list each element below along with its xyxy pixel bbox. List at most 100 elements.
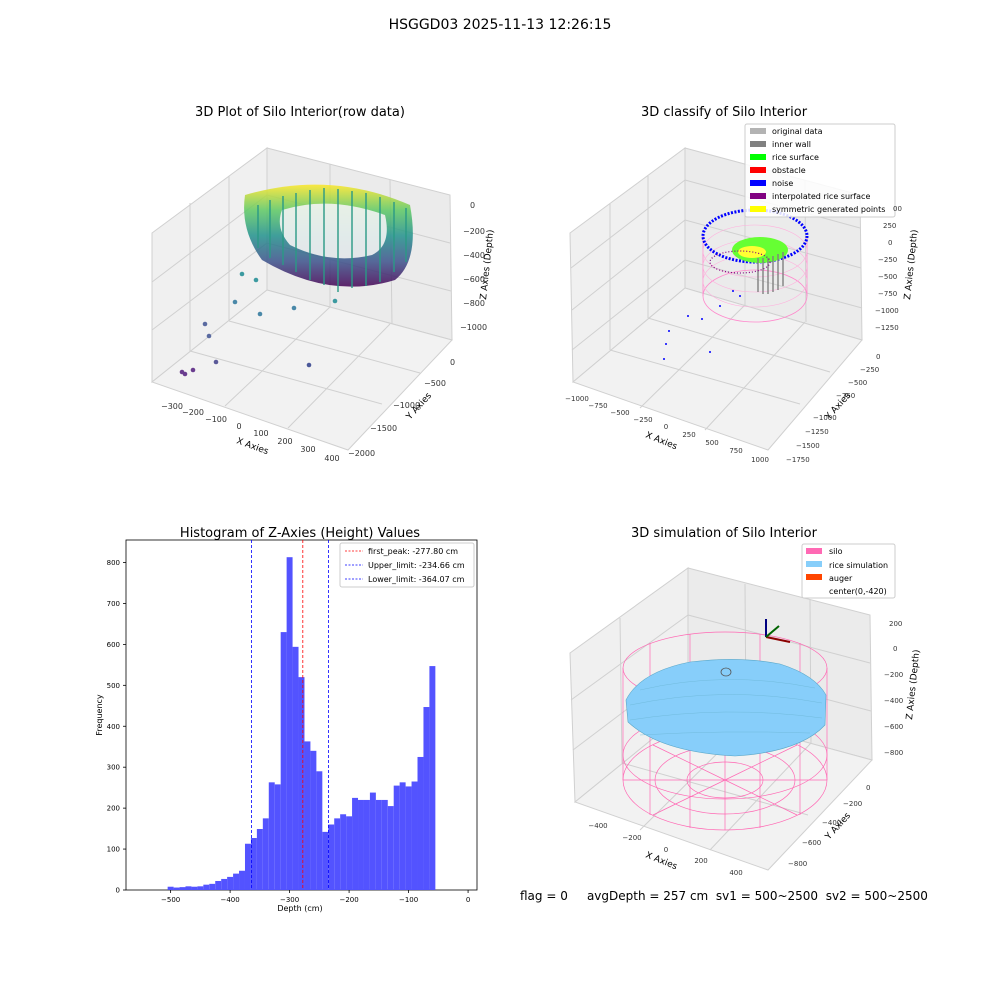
- figure-title: HSGGD03 2025-11-13 12:26:15: [388, 17, 612, 33]
- hist-bar: [185, 886, 192, 890]
- hist-bar: [310, 750, 317, 890]
- ticks-classify: −1000 −750 −500 −250 0 250 500 750 1000 …: [565, 205, 902, 464]
- y-tick: 0: [450, 358, 455, 367]
- hist-bar: [239, 870, 245, 890]
- z-tick: −1000: [875, 307, 899, 315]
- legend-entry: noise: [750, 179, 793, 188]
- hist-title: Histogram of Z-Axies (Height) Values: [180, 526, 420, 541]
- raw-outlier-point: [306, 362, 312, 368]
- raw-outlier-point: [190, 367, 196, 373]
- z-axis-label-raw: Z Axies (Depth): [479, 229, 496, 300]
- hist-bar: [375, 799, 382, 890]
- y-tick: −1250: [805, 428, 829, 436]
- y-tick: −750: [836, 392, 855, 400]
- panel-title-simulation: 3D simulation of Silo Interior: [631, 526, 818, 541]
- x-tick: −400: [588, 822, 607, 830]
- legend-entry: symmetric generated points: [750, 205, 885, 214]
- y-tick-label: 200: [107, 805, 120, 813]
- x-tick: 400: [324, 454, 339, 463]
- x-tick: 300: [300, 445, 315, 454]
- hist-bar: [316, 771, 323, 890]
- hist-y-ticks: 0 100 200 300 400 500 600 700 800: [107, 559, 126, 895]
- raw-outlier-point: [182, 371, 188, 377]
- x-tick: −750: [588, 402, 607, 410]
- panel-simulation: 3D simulation of Silo Interior: [569, 526, 922, 877]
- x-tick-label: 0: [466, 896, 470, 904]
- hist-bar: [286, 557, 293, 890]
- legend-entry: Lower_limit: -364.07 cm: [345, 575, 465, 584]
- classify-silo: [663, 208, 809, 360]
- x-tick: 0: [664, 423, 668, 431]
- z-tick: −800: [463, 299, 485, 308]
- hist-bar: [250, 838, 257, 890]
- x-tick: 400: [729, 869, 742, 877]
- classify-inner-wall: [757, 252, 784, 294]
- legend-classify: original data inner wall rice surface ob…: [744, 123, 896, 218]
- x-tick: −250: [633, 416, 652, 424]
- hist-bar: [381, 799, 388, 890]
- raw-outlier-point: [202, 321, 208, 327]
- x-tick: 500: [705, 439, 718, 447]
- sv1-range: sv1 = 500~2500: [715, 889, 819, 903]
- x-tick: 200: [694, 857, 707, 865]
- legend-box: [744, 123, 896, 218]
- y-tick: −1000: [813, 414, 837, 422]
- legend-entry: center(0,-420): [829, 587, 887, 596]
- ticks-simulation: −400 −200 0 200 400 0 −200 −400 −600 −80…: [588, 620, 903, 877]
- hist-x-label: Depth (cm): [277, 904, 322, 913]
- legend-label: noise: [772, 179, 793, 188]
- y-tick-label: 700: [107, 600, 120, 608]
- legend-box: [339, 542, 475, 588]
- z-tick: −600: [463, 275, 485, 284]
- legend-entry: obstacle: [750, 166, 806, 175]
- hist-bar: [334, 818, 341, 890]
- legend-swatch: [806, 561, 822, 567]
- x-tick: −200: [182, 408, 204, 417]
- panel-title-classify: 3D classify of Silo Interior: [641, 105, 808, 120]
- x-tick-label: −200: [339, 896, 358, 904]
- hist-bar: [221, 878, 228, 890]
- legend-label: Lower_limit: -364.07 cm: [368, 575, 465, 584]
- z-tick: −400: [463, 251, 485, 260]
- hist-bar: [346, 816, 353, 890]
- hist-bar: [191, 886, 198, 890]
- y-tick: −1500: [370, 424, 397, 433]
- hist-bar: [197, 886, 204, 890]
- legend-swatch: [750, 180, 766, 186]
- z-tick: −200: [884, 671, 903, 679]
- y-tick: −1000: [393, 401, 420, 410]
- hist-bar: [233, 873, 240, 890]
- x-tick: 250: [682, 431, 695, 439]
- y-tick: −250: [860, 366, 879, 374]
- hist-bar: [203, 884, 210, 890]
- x-tick: 750: [729, 447, 742, 455]
- z-tick: 0: [888, 239, 892, 247]
- hist-x-ticks: −500 −400 −300 −200 −100 0: [161, 890, 470, 904]
- raw-outlier-point: [253, 277, 259, 283]
- z-tick: −750: [878, 290, 897, 298]
- x-tick: 0: [664, 846, 668, 854]
- legend-label: original data: [772, 127, 823, 136]
- hist-bar: [304, 741, 311, 890]
- z-tick: −800: [884, 749, 903, 757]
- x-tick: −200: [622, 834, 641, 842]
- legend-label: inner wall: [772, 140, 811, 149]
- x-tick: 100: [253, 429, 268, 438]
- y-arrow: [765, 625, 780, 638]
- raw-outlier-point: [239, 271, 245, 277]
- status-footer: flag = 0 avgDepth = 257 cm sv1 = 500~250…: [520, 889, 928, 903]
- y-tick-label: 400: [107, 723, 120, 731]
- z-tick: −1000: [460, 323, 487, 332]
- z-tick: −200: [463, 227, 485, 236]
- hist-bar: [227, 876, 234, 890]
- legend-entry: first_peak: -277.80 cm: [345, 547, 458, 556]
- raw-surface-stripes: [257, 188, 407, 292]
- hist-bar: [429, 666, 436, 890]
- legend-label: symmetric generated points: [772, 205, 885, 214]
- legend-label: first_peak: -277.80 cm: [368, 547, 458, 556]
- z-tick: −250: [878, 256, 897, 264]
- y-tick: −500: [424, 379, 446, 388]
- x-axis-label-classify: X Axies: [644, 431, 679, 453]
- sv2-range: sv2 = 500~2500: [825, 889, 928, 903]
